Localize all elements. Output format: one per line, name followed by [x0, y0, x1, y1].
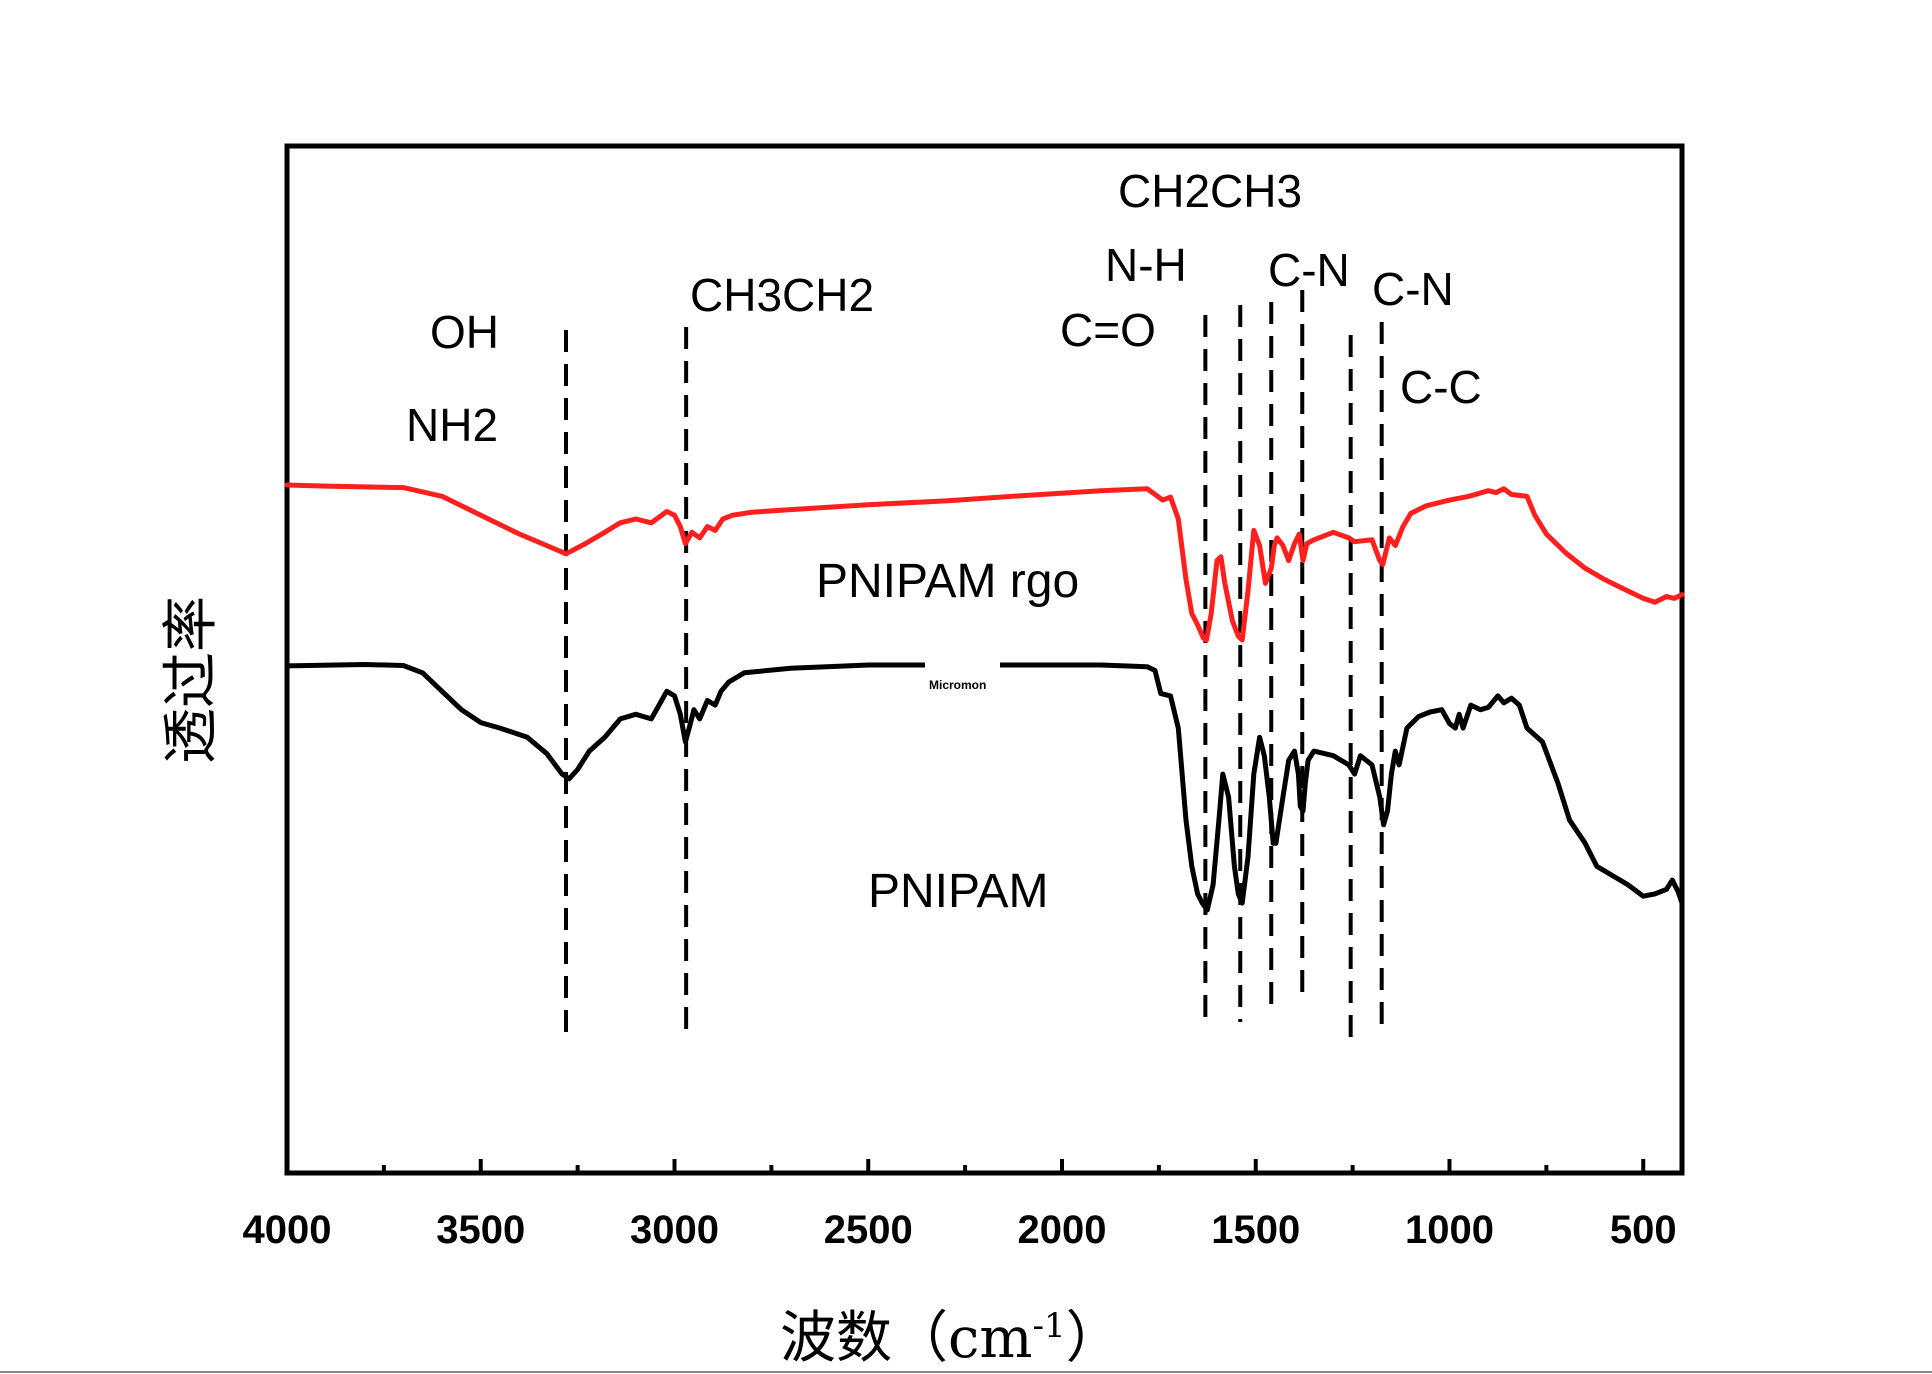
- watermark-background: [925, 655, 1000, 685]
- annotation-c-c: C-C: [1400, 361, 1482, 413]
- x-tick-label: 3500: [436, 1208, 525, 1252]
- series-line-pnipam: [284, 662, 1685, 913]
- annotation-ch2ch3: CH2CH3: [1118, 165, 1302, 217]
- annotation-nh2: NH2: [406, 399, 498, 451]
- annotation-ch3ch2: CH3CH2: [690, 269, 874, 321]
- x-tick-label: 500: [1610, 1208, 1677, 1252]
- annotation-oh: OH: [430, 306, 499, 358]
- x-axis-title-superscript: -1: [1032, 1306, 1065, 1346]
- annotation-c-n-2: C-N: [1372, 263, 1454, 315]
- x-tick-label: 1500: [1211, 1208, 1300, 1252]
- x-axis-title: 波数（cm-1）: [780, 1306, 1122, 1371]
- x-tick-label: 2500: [824, 1208, 913, 1252]
- series-line-pnipam-rgo: [284, 482, 1685, 643]
- x-tick-label: 4000: [243, 1208, 332, 1252]
- series-label-pnipam-rgo: PNIPAM rgo: [816, 555, 1079, 608]
- x-axis-tick-labels: 4000 3500 3000 2500 2000 1500 1000 500: [243, 1208, 1677, 1252]
- spectra: [284, 482, 1685, 913]
- x-tick-label: 3000: [630, 1208, 719, 1252]
- series-label-pnipam: PNIPAM: [868, 865, 1048, 918]
- annotation-n-h: N-H: [1105, 239, 1187, 291]
- x-tick-label: 1000: [1405, 1208, 1494, 1252]
- watermark-text: Micromon: [929, 678, 986, 692]
- plot-frame: [284, 143, 1685, 1176]
- x-tick-label: 2000: [1018, 1208, 1107, 1252]
- y-axis-title: 透过率: [159, 596, 224, 764]
- annotation-c-n-1: C-N: [1268, 244, 1350, 296]
- annotation-c-o: C=O: [1060, 304, 1156, 356]
- x-axis-ticks: [285, 1159, 1646, 1173]
